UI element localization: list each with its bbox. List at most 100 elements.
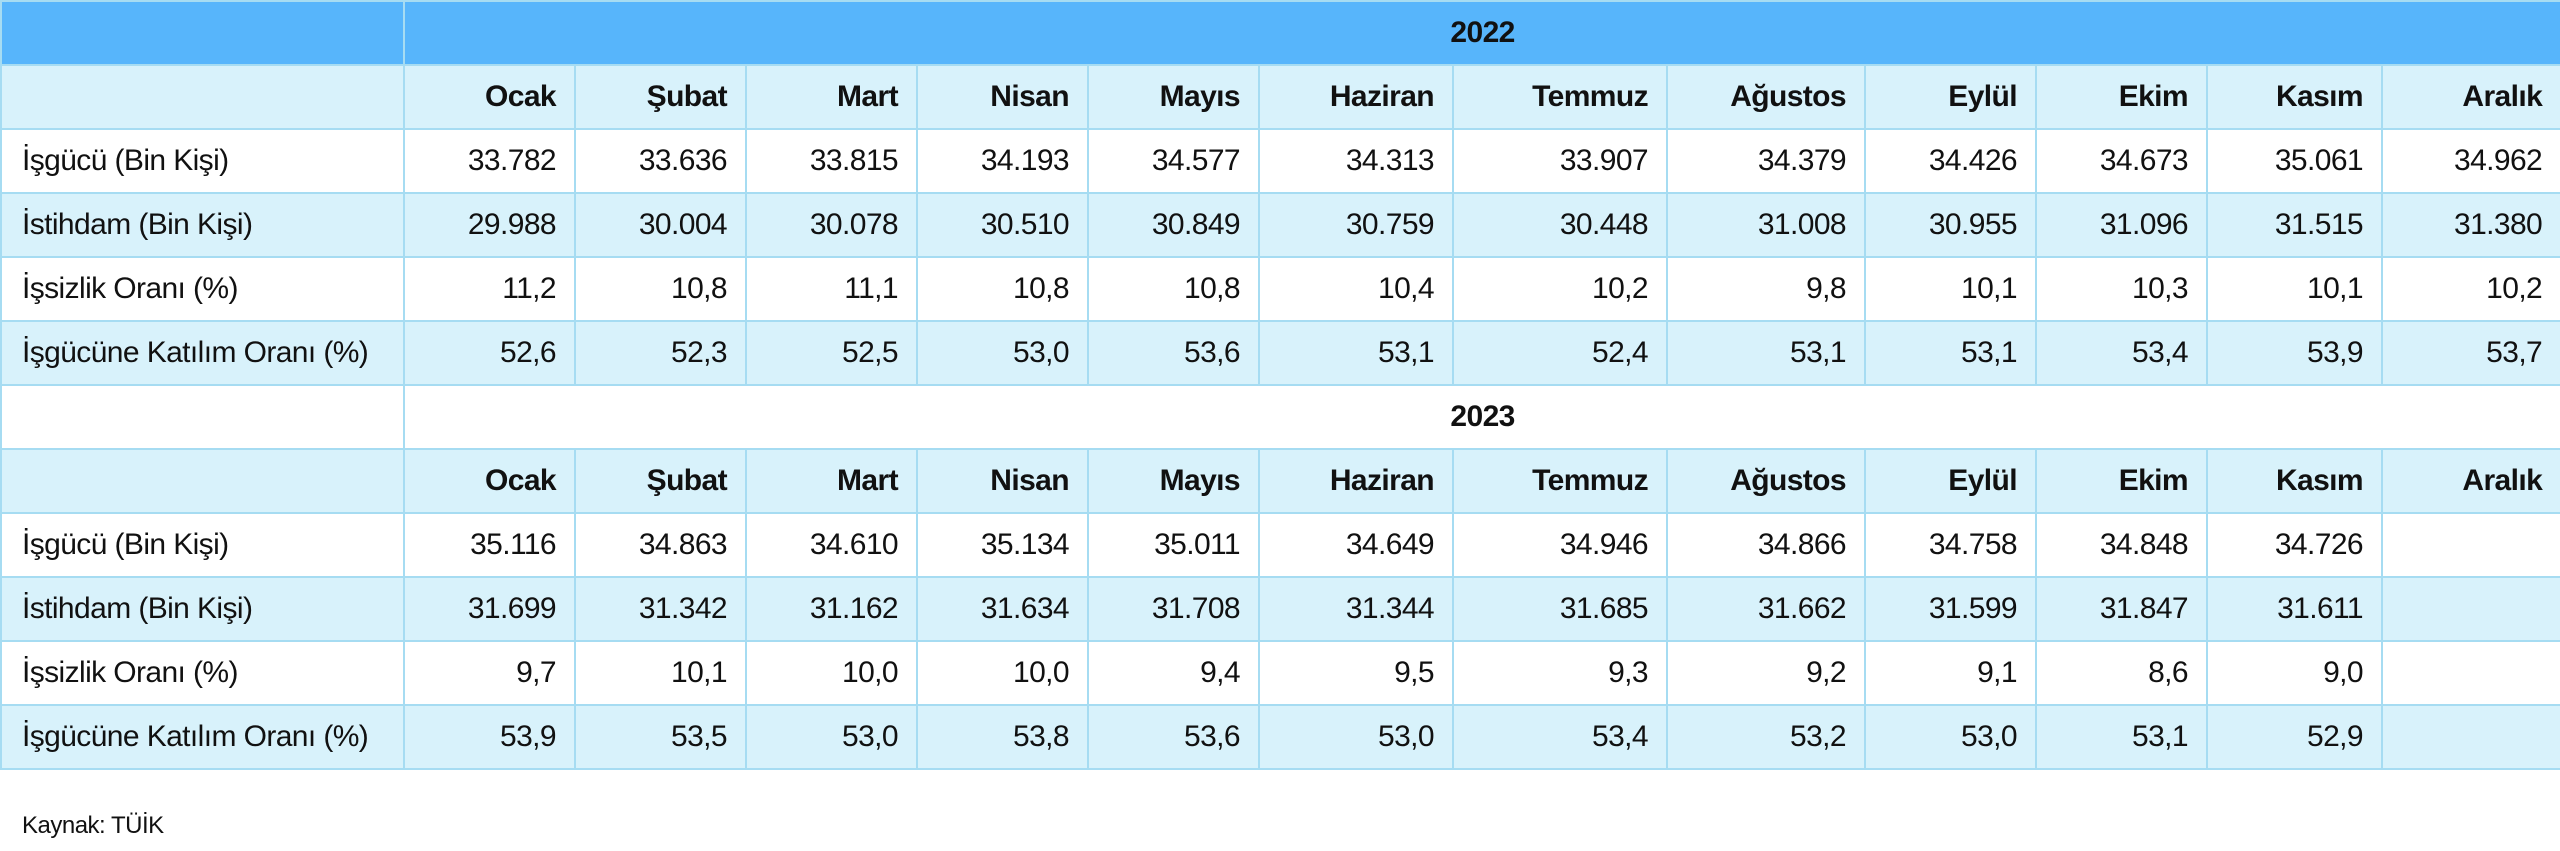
value-cell: 34.946	[1452, 512, 1668, 578]
value-cell: 34.726	[2206, 512, 2383, 578]
value-cell: 53,0	[745, 704, 918, 770]
value-cell: 53,1	[1666, 320, 1866, 386]
value-cell: 53,9	[403, 704, 576, 770]
empty-cell	[0, 0, 405, 66]
value-cell: 31.699	[403, 576, 576, 642]
value-cell: 34.379	[1666, 128, 1866, 194]
value-cell: 30.448	[1452, 192, 1668, 258]
value-cell: 31.708	[1087, 576, 1260, 642]
value-cell: 30.759	[1258, 192, 1454, 258]
value-cell: 34.426	[1864, 128, 2037, 194]
table-row: İşgücüne Katılım Oranı (%) 52,6 52,3 52,5 53…	[0, 320, 2560, 386]
year-header: 2022	[402, 0, 2560, 66]
value-cell: 52,5	[745, 320, 918, 386]
value-cell: 33.636	[574, 128, 747, 194]
value-cell: 31.634	[916, 576, 1089, 642]
value-cell: 31.662	[1666, 576, 1866, 642]
value-cell: 11,2	[403, 256, 576, 322]
value-cell	[2380, 640, 2560, 706]
value-cell: 35.134	[916, 512, 1089, 578]
value-cell: 31.342	[574, 576, 747, 642]
row-label: İşgücüne Katılım Oranı (%)	[0, 704, 405, 770]
source-note: Kaynak: TÜİK	[22, 812, 164, 839]
value-cell: 10,8	[916, 256, 1089, 322]
row-label: İstihdam (Bin Kişi)	[0, 576, 405, 642]
month-header: Temmuz	[1452, 448, 1668, 514]
value-cell: 52,9	[2206, 704, 2383, 770]
value-cell: 9,3	[1452, 640, 1668, 706]
value-cell: 9,0	[2206, 640, 2383, 706]
value-cell: 31.685	[1452, 576, 1668, 642]
value-cell: 53,0	[1864, 704, 2037, 770]
value-cell: 10,2	[2380, 256, 2560, 322]
month-header: Eylül	[1864, 448, 2037, 514]
row-label: İşgücüne Katılım Oranı (%)	[0, 320, 405, 386]
table-row: 2022	[0, 0, 2560, 66]
value-cell: 33.907	[1452, 128, 1668, 194]
value-cell: 10,1	[574, 640, 747, 706]
value-cell: 31.599	[1864, 576, 2037, 642]
month-header: Eylül	[1864, 64, 2037, 130]
table-row: İşgücüne Katılım Oranı (%) 53,9 53,5 53,0 53…	[0, 704, 2560, 770]
month-header: Haziran	[1258, 448, 1454, 514]
month-header: Şubat	[574, 64, 747, 130]
value-cell: 31.344	[1258, 576, 1454, 642]
value-cell: 10,3	[2035, 256, 2208, 322]
value-cell: 34.673	[2035, 128, 2208, 194]
month-header: Ağustos	[1666, 64, 1866, 130]
value-cell: 30.078	[745, 192, 918, 258]
value-cell: 53,6	[1087, 320, 1260, 386]
row-label: İşsizlik Oranı (%)	[0, 256, 405, 322]
value-cell: 9,4	[1087, 640, 1260, 706]
month-header: Kasım	[2206, 64, 2383, 130]
value-cell: 35.011	[1087, 512, 1260, 578]
value-cell: 10,8	[1087, 256, 1260, 322]
value-cell: 34.649	[1258, 512, 1454, 578]
row-label: İşgücü (Bin Kişi)	[0, 512, 405, 578]
value-cell: 33.782	[403, 128, 576, 194]
value-cell: 11,1	[745, 256, 918, 322]
value-cell: 31.380	[2380, 192, 2560, 258]
value-cell	[2380, 704, 2560, 770]
table-row: İşgücü (Bin Kişi) 35.116 34.863 34.610 35.13…	[0, 512, 2560, 578]
value-cell: 52,4	[1452, 320, 1668, 386]
value-cell: 31.847	[2035, 576, 2208, 642]
month-header: Ocak	[403, 448, 576, 514]
value-cell: 10,4	[1258, 256, 1454, 322]
row-label: İstihdam (Bin Kişi)	[0, 192, 405, 258]
table-row: İşsizlik Oranı (%) 11,2 10,8 11,1 10,8 10,8 10…	[0, 256, 2560, 322]
value-cell: 31.096	[2035, 192, 2208, 258]
value-cell: 10,0	[745, 640, 918, 706]
value-cell: 9,8	[1666, 256, 1866, 322]
empty-cell	[0, 384, 405, 450]
month-header: Ocak	[403, 64, 576, 130]
value-cell: 31.515	[2206, 192, 2383, 258]
value-cell: 53,7	[2380, 320, 2560, 386]
row-label: İşgücü (Bin Kişi)	[0, 128, 405, 194]
value-cell: 34.863	[574, 512, 747, 578]
month-header: Ağustos	[1666, 448, 1866, 514]
value-cell: 53,0	[916, 320, 1089, 386]
month-header: Mayıs	[1087, 64, 1260, 130]
value-cell	[2380, 576, 2560, 642]
value-cell: 53,1	[1258, 320, 1454, 386]
value-cell: 34.193	[916, 128, 1089, 194]
value-cell: 53,1	[2035, 704, 2208, 770]
month-header: Mayıs	[1087, 448, 1260, 514]
value-cell: 9,7	[403, 640, 576, 706]
value-cell: 53,6	[1087, 704, 1260, 770]
value-cell: 53,9	[2206, 320, 2383, 386]
value-cell: 8,6	[2035, 640, 2208, 706]
value-cell: 53,4	[1452, 704, 1668, 770]
value-cell: 34.962	[2380, 128, 2560, 194]
month-header: Haziran	[1258, 64, 1454, 130]
value-cell	[2380, 512, 2560, 578]
table-row: İşsizlik Oranı (%) 9,7 10,1 10,0 10,0 9,4 9,5 9…	[0, 640, 2560, 706]
table-row: Ocak Şubat Mart Nisan Mayıs Haziran Temmuz Ağus…	[0, 448, 2560, 514]
value-cell: 9,5	[1258, 640, 1454, 706]
month-header: Aralık	[2380, 64, 2560, 130]
value-cell: 9,2	[1666, 640, 1866, 706]
value-cell: 30.510	[916, 192, 1089, 258]
value-cell: 53,5	[574, 704, 747, 770]
